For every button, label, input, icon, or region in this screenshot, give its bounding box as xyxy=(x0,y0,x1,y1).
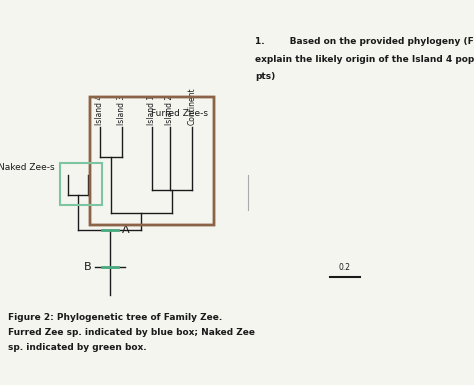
Text: Figure 2: Phylogenetic tree of Family Zee.: Figure 2: Phylogenetic tree of Family Ze… xyxy=(8,313,222,322)
Text: 1.        Based on the provided phylogeny (Figure 2),: 1. Based on the provided phylogeny (Figu… xyxy=(255,37,474,46)
Text: pts): pts) xyxy=(255,72,275,81)
Text: explain the likely origin of the Island 4 population. (4: explain the likely origin of the Island … xyxy=(255,55,474,64)
Text: sp. indicated by green box.: sp. indicated by green box. xyxy=(8,343,146,352)
Text: Island 1: Island 1 xyxy=(147,95,156,125)
Text: Naked Zee-s: Naked Zee-s xyxy=(0,162,55,171)
Text: B: B xyxy=(84,262,92,272)
Text: Island 4: Island 4 xyxy=(95,95,104,125)
Text: 0.2: 0.2 xyxy=(339,263,351,272)
Text: Furred Zee-s: Furred Zee-s xyxy=(152,109,209,117)
Text: A: A xyxy=(122,225,129,235)
Text: Island 2: Island 2 xyxy=(165,95,174,125)
Text: Continent: Continent xyxy=(188,87,197,125)
Text: Island 3: Island 3 xyxy=(118,95,127,125)
Text: Furred Zee sp. indicated by blue box; Naked Zee: Furred Zee sp. indicated by blue box; Na… xyxy=(8,328,255,337)
